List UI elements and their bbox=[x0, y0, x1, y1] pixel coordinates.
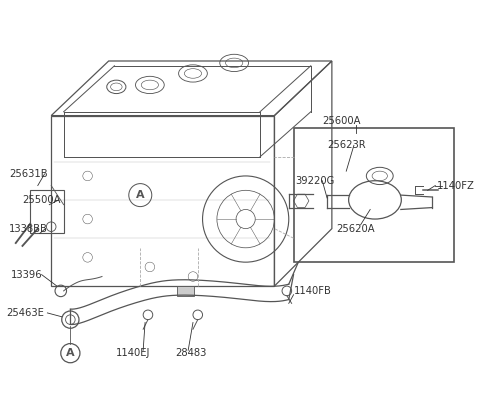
Text: 1140EJ: 1140EJ bbox=[116, 348, 151, 358]
Text: 1140FZ: 1140FZ bbox=[437, 181, 475, 190]
Bar bbox=[294, 128, 455, 262]
Text: 25623R: 25623R bbox=[327, 140, 366, 150]
Text: 25631B: 25631B bbox=[9, 169, 48, 179]
Text: 25463E: 25463E bbox=[6, 308, 44, 318]
Text: 28483: 28483 bbox=[176, 348, 207, 358]
Text: 13396: 13396 bbox=[11, 270, 43, 280]
Text: 1338BB: 1338BB bbox=[9, 224, 48, 233]
Text: A: A bbox=[136, 190, 144, 200]
Text: 25620A: 25620A bbox=[336, 224, 375, 233]
Bar bbox=[30, 190, 64, 233]
Text: A: A bbox=[66, 348, 75, 358]
Text: 25500A: 25500A bbox=[23, 195, 61, 205]
Bar bbox=[177, 286, 194, 296]
Text: 25600A: 25600A bbox=[322, 117, 361, 126]
Text: 1140FB: 1140FB bbox=[294, 286, 331, 296]
Text: 39220G: 39220G bbox=[296, 176, 335, 186]
